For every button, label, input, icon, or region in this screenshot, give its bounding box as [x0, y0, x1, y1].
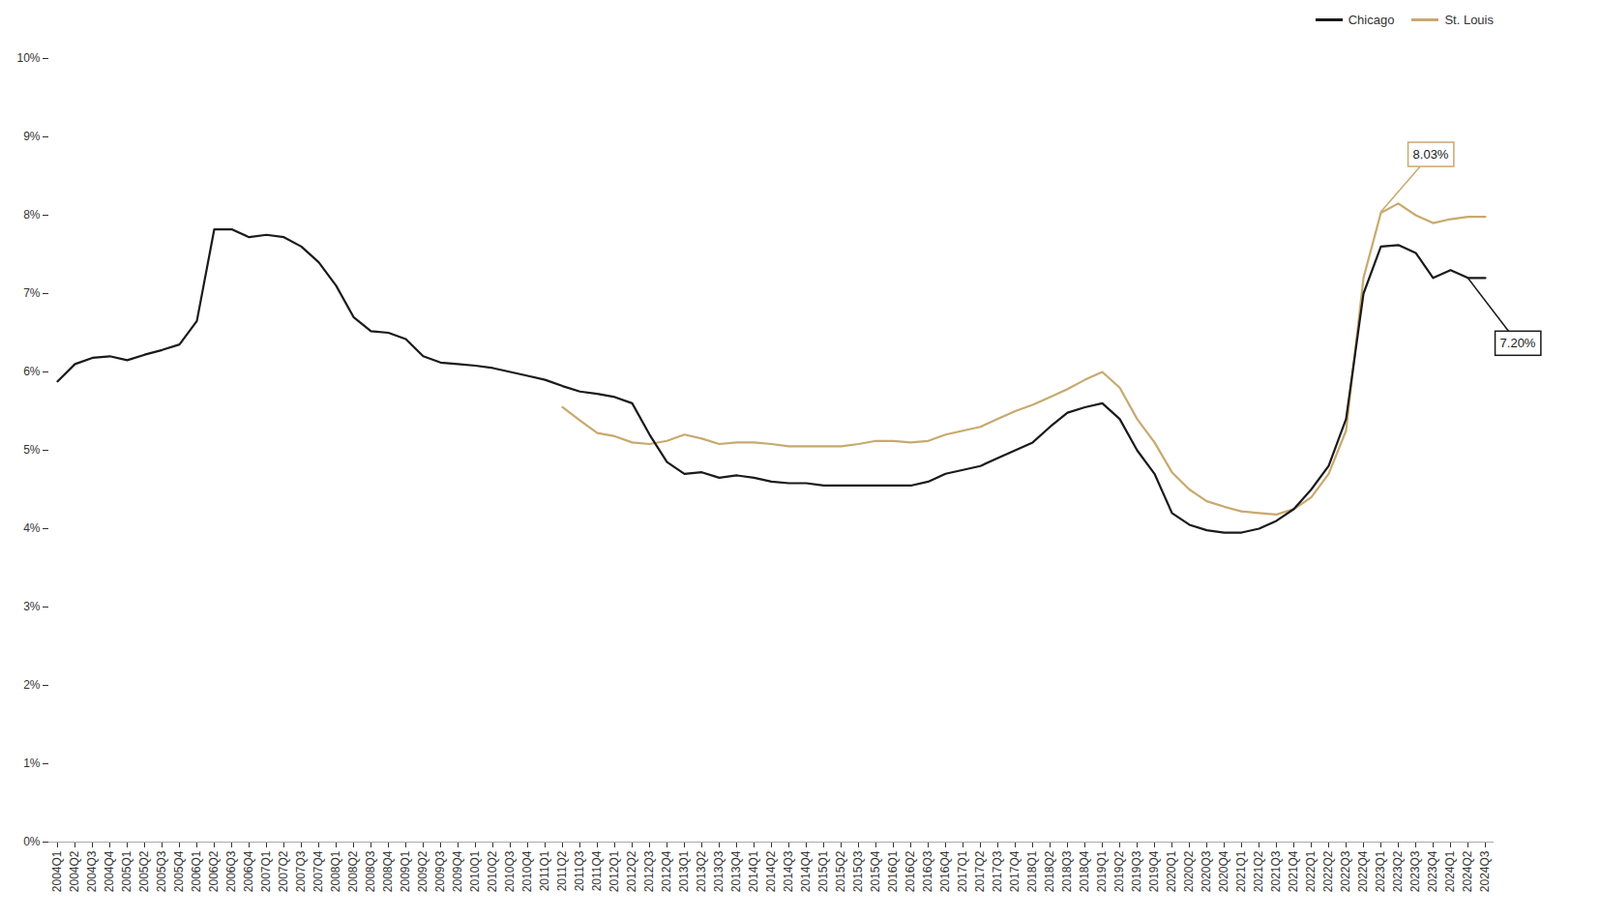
svg-text:2016Q1: 2016Q1	[886, 850, 900, 892]
svg-text:2013Q3: 2013Q3	[711, 850, 726, 892]
svg-text:2013Q4: 2013Q4	[729, 850, 743, 892]
svg-text:8%: 8%	[23, 207, 41, 222]
svg-text:2009Q4: 2009Q4	[450, 850, 465, 892]
svg-text:2023Q2: 2023Q2	[1391, 850, 1405, 892]
svg-text:2011Q1: 2011Q1	[537, 850, 552, 891]
svg-text:2020Q3: 2020Q3	[1199, 850, 1214, 892]
svg-text:7.20%: 7.20%	[1500, 335, 1537, 351]
svg-text:2017Q3: 2017Q3	[990, 850, 1005, 892]
svg-text:2006Q1: 2006Q1	[189, 850, 204, 892]
svg-text:4%: 4%	[23, 521, 41, 535]
svg-text:2020Q4: 2020Q4	[1216, 850, 1231, 892]
svg-text:0%: 0%	[23, 834, 41, 849]
svg-text:2016Q3: 2016Q3	[920, 850, 935, 892]
svg-text:6%: 6%	[23, 364, 41, 379]
svg-text:5%: 5%	[23, 443, 41, 457]
svg-text:3%: 3%	[23, 599, 41, 614]
svg-text:2011Q2: 2011Q2	[555, 850, 569, 891]
svg-text:2014Q4: 2014Q4	[799, 850, 813, 892]
svg-text:2016Q4: 2016Q4	[938, 850, 952, 892]
svg-text:2009Q2: 2009Q2	[415, 850, 430, 892]
svg-text:2007Q2: 2007Q2	[276, 850, 291, 892]
svg-text:2008Q1: 2008Q1	[328, 850, 343, 892]
svg-text:2014Q1: 2014Q1	[746, 850, 761, 892]
svg-text:2013Q1: 2013Q1	[677, 850, 691, 892]
svg-text:2020Q2: 2020Q2	[1182, 850, 1196, 892]
svg-text:2019Q2: 2019Q2	[1112, 850, 1126, 892]
svg-text:10%: 10%	[16, 51, 40, 65]
svg-text:2022Q4: 2022Q4	[1356, 850, 1370, 892]
svg-text:2020Q1: 2020Q1	[1164, 850, 1179, 892]
svg-text:2005Q2: 2005Q2	[137, 850, 151, 892]
svg-text:1%: 1%	[23, 756, 41, 771]
svg-text:2006Q3: 2006Q3	[224, 850, 238, 892]
svg-text:8.03%: 8.03%	[1413, 147, 1450, 162]
svg-text:2006Q2: 2006Q2	[207, 850, 221, 892]
svg-text:2021Q2: 2021Q2	[1251, 850, 1266, 892]
svg-text:2021Q1: 2021Q1	[1234, 850, 1248, 892]
svg-text:2013Q2: 2013Q2	[694, 850, 709, 892]
svg-text:2007Q1: 2007Q1	[259, 850, 273, 892]
svg-text:2010Q3: 2010Q3	[503, 850, 517, 892]
svg-text:2004Q4: 2004Q4	[102, 850, 117, 892]
svg-text:2024Q1: 2024Q1	[1443, 850, 1457, 892]
svg-text:2010Q4: 2010Q4	[520, 850, 534, 892]
svg-text:2022Q2: 2022Q2	[1321, 850, 1335, 892]
svg-text:2007Q3: 2007Q3	[294, 850, 308, 892]
svg-text:2022Q1: 2022Q1	[1303, 850, 1318, 892]
svg-text:2018Q1: 2018Q1	[1025, 850, 1039, 892]
svg-text:2014Q3: 2014Q3	[781, 850, 796, 892]
svg-text:2009Q1: 2009Q1	[398, 850, 413, 892]
svg-text:2015Q1: 2015Q1	[816, 850, 830, 892]
svg-text:2008Q2: 2008Q2	[346, 850, 360, 892]
svg-text:2023Q3: 2023Q3	[1408, 850, 1423, 892]
svg-text:2014Q2: 2014Q2	[764, 850, 778, 892]
svg-text:2024Q2: 2024Q2	[1460, 850, 1475, 892]
svg-text:2018Q3: 2018Q3	[1060, 850, 1074, 892]
svg-text:2015Q3: 2015Q3	[851, 850, 865, 892]
svg-text:2019Q4: 2019Q4	[1147, 850, 1161, 892]
svg-text:2012Q3: 2012Q3	[642, 850, 656, 892]
svg-text:2016Q2: 2016Q2	[903, 850, 918, 892]
svg-text:2015Q2: 2015Q2	[833, 850, 848, 892]
svg-text:2005Q4: 2005Q4	[172, 850, 186, 892]
svg-text:2021Q4: 2021Q4	[1286, 850, 1301, 892]
svg-text:2019Q3: 2019Q3	[1129, 850, 1144, 892]
svg-text:2011Q4: 2011Q4	[590, 850, 604, 891]
html-text:St. Louis: St. Louis	[1444, 12, 1494, 27]
svg-text:2012Q2: 2012Q2	[624, 850, 639, 892]
svg-text:2005Q3: 2005Q3	[154, 850, 169, 892]
svg-text:2012Q4: 2012Q4	[659, 850, 674, 892]
svg-text:2%: 2%	[23, 678, 41, 692]
svg-text:2017Q1: 2017Q1	[955, 850, 970, 892]
svg-text:2015Q4: 2015Q4	[868, 850, 883, 892]
svg-text:2005Q1: 2005Q1	[119, 850, 134, 892]
svg-text:2010Q1: 2010Q1	[468, 850, 482, 892]
svg-text:7%: 7%	[23, 286, 41, 300]
svg-text:2021Q3: 2021Q3	[1269, 850, 1283, 892]
svg-text:2010Q2: 2010Q2	[485, 850, 500, 892]
svg-text:9%: 9%	[23, 129, 41, 144]
svg-text:2004Q1: 2004Q1	[50, 850, 64, 892]
svg-text:2022Q3: 2022Q3	[1338, 850, 1353, 892]
html-text:Chicago: Chicago	[1348, 12, 1395, 27]
svg-text:2006Q4: 2006Q4	[241, 850, 256, 892]
svg-text:2004Q3: 2004Q3	[85, 850, 99, 892]
svg-text:2023Q1: 2023Q1	[1373, 850, 1388, 892]
svg-text:2024Q3: 2024Q3	[1478, 850, 1492, 892]
svg-text:2011Q3: 2011Q3	[572, 850, 587, 891]
svg-text:2012Q1: 2012Q1	[607, 850, 622, 892]
svg-text:2017Q4: 2017Q4	[1007, 850, 1022, 892]
svg-text:2004Q2: 2004Q2	[67, 850, 82, 892]
svg-text:2018Q4: 2018Q4	[1077, 850, 1092, 892]
svg-text:2009Q3: 2009Q3	[433, 850, 447, 892]
svg-text:2017Q2: 2017Q2	[973, 850, 987, 892]
svg-text:2007Q4: 2007Q4	[311, 850, 326, 892]
svg-text:2008Q4: 2008Q4	[381, 850, 395, 892]
svg-text:2023Q4: 2023Q4	[1425, 850, 1440, 892]
svg-text:2019Q1: 2019Q1	[1095, 850, 1109, 892]
svg-text:2008Q3: 2008Q3	[363, 850, 378, 892]
svg-text:2018Q2: 2018Q2	[1042, 850, 1057, 892]
